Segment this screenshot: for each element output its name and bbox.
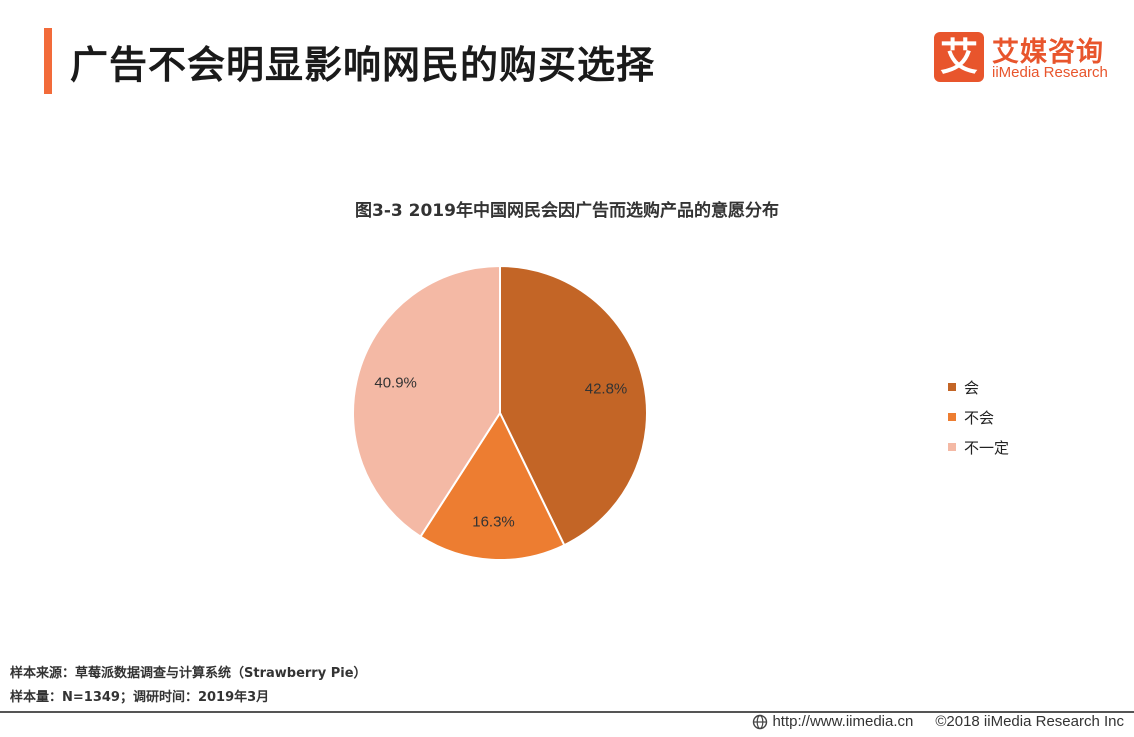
legend-swatch-2	[948, 443, 956, 451]
logo-name-cn: 艾媒咨询	[992, 37, 1104, 68]
pie-slice-2	[352, 264, 501, 539]
pie-slice-label-1: 16.3%	[472, 514, 515, 531]
legend-swatch-0	[948, 383, 956, 391]
pie-slice-0	[499, 264, 648, 547]
legend-label-2: 不一定	[964, 438, 1010, 457]
pie-slice-1	[419, 410, 566, 561]
pie-slice-label-2: 40.9%	[374, 374, 417, 391]
footnote-source: 样本来源：草莓派数据调查与计算系统（Strawberry Pie）	[10, 666, 367, 681]
chart-legend: 会不会 不一定	[948, 372, 1009, 462]
legend-label-0: 会	[964, 378, 980, 397]
footnote-sample: 样本量：N=1349；调研时间：2019年3月	[10, 690, 270, 705]
legend-item-1: 不会	[948, 402, 1009, 432]
footer-divider	[0, 711, 1134, 713]
pie-slice-label-0: 42.8%	[585, 381, 628, 398]
iimedia-logo: 艾 艾媒咨询 iiMedia Research	[934, 32, 1124, 88]
legend-swatch-1	[948, 413, 956, 421]
page-title: 广告不会明显影响网民的购买选择	[70, 43, 656, 87]
footer-url[interactable]: http://www.iimedia.cn	[772, 713, 914, 730]
chart-title: 图3-3 2019年中国网民会因广告而选购产品的意愿分布	[355, 201, 779, 221]
title-accent-bar	[44, 28, 52, 94]
legend-label-1: 不会	[964, 408, 995, 427]
globe-icon	[753, 714, 768, 729]
legend-item-2: 不一定	[948, 432, 1009, 462]
logo-name-en: iiMedia Research	[992, 64, 1108, 81]
legend-item-0: 会	[948, 372, 1009, 402]
logo-mark-icon: 艾	[934, 32, 984, 82]
footer: http://www.iimedia.cn ©2018 iiMedia Rese…	[752, 713, 1124, 730]
footer-copyright: ©2018 iiMedia Research Inc	[935, 713, 1124, 730]
